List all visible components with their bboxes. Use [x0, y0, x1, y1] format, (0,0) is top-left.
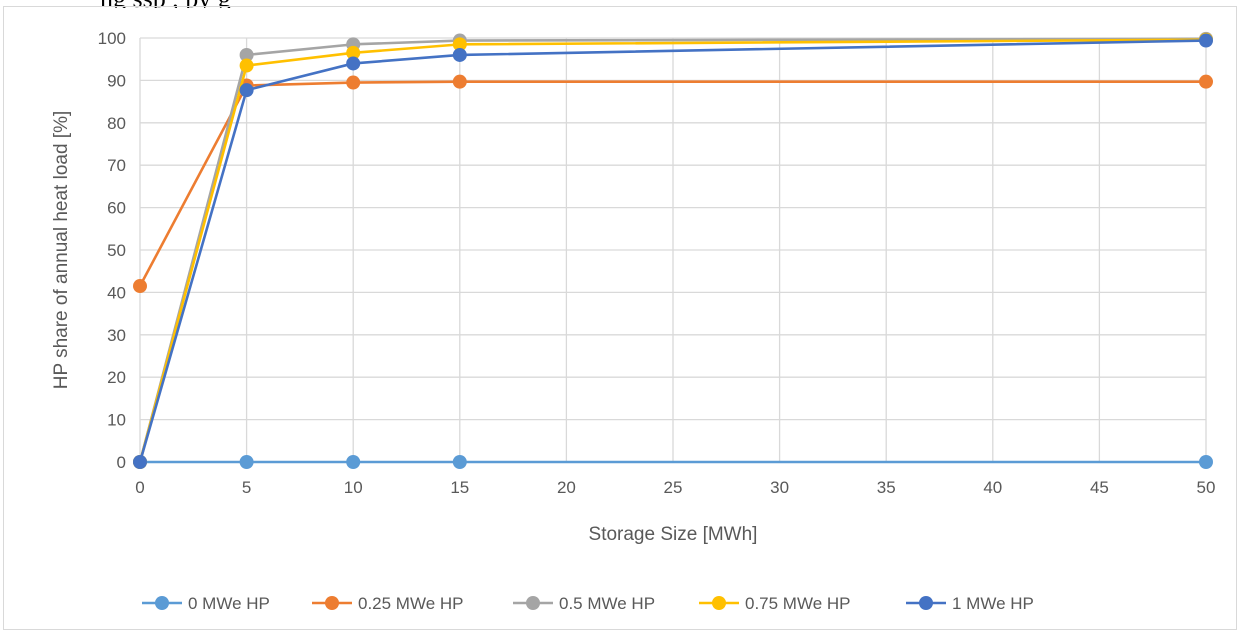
data-point: [1199, 74, 1213, 89]
data-point: [239, 58, 254, 73]
data-point: [452, 455, 467, 469]
legend-label: 0 MWe HP: [188, 594, 270, 613]
data-point: [1199, 455, 1213, 469]
y-tick-label: 50: [107, 241, 126, 260]
x-tick-label: 20: [557, 478, 576, 497]
gridlines: [139, 37, 1207, 463]
x-axis-title: Storage Size [MWh]: [589, 524, 758, 545]
y-tick-label: 10: [107, 411, 126, 430]
series-lines: [133, 31, 1213, 469]
data-point: [452, 47, 467, 62]
legend-marker: [155, 596, 169, 610]
y-tick-label: 30: [107, 326, 126, 345]
series-4: [133, 33, 1213, 469]
y-tick-label: 0: [117, 453, 126, 472]
y-tick-label: 20: [107, 368, 126, 387]
y-axis-title: HP share of annual heat load [%]: [51, 111, 72, 390]
data-point: [1199, 33, 1213, 48]
series-1: [133, 74, 1213, 294]
legend-marker: [919, 596, 933, 610]
legend-marker: [526, 596, 540, 610]
x-tick-label: 30: [770, 478, 789, 497]
y-tick-label: 80: [107, 114, 126, 133]
x-tick-label: 0: [135, 478, 144, 497]
tick-labels: 0 10 20 30 40 50 60 70 80 90 100 0 5 10 15 20 25 30 35 40 45…: [98, 29, 1216, 497]
legend: 0 MWe HP 0.25 MWe HP 0.5 MWe HP 0.75 MWe HP…: [142, 594, 1034, 613]
legend-item: 0.75 MWe HP: [699, 594, 851, 613]
x-tick-label: 50: [1197, 478, 1216, 497]
x-tick-label: 35: [877, 478, 896, 497]
chart-area: [3, 6, 1237, 630]
data-point: [346, 75, 361, 90]
legend-item: 1 MWe HP: [906, 594, 1034, 613]
legend-label: 0.25 MWe HP: [358, 594, 464, 613]
data-point: [133, 455, 147, 469]
legend-item: 0.25 MWe HP: [312, 594, 464, 613]
legend-label: 1 MWe HP: [952, 594, 1034, 613]
x-tick-label: 5: [242, 478, 251, 497]
data-point: [452, 74, 467, 89]
legend-item: 0 MWe HP: [142, 594, 270, 613]
legend-label: 0.75 MWe HP: [745, 594, 851, 613]
legend-marker: [712, 596, 726, 610]
y-tick-label: 70: [107, 156, 126, 175]
legend-item: 0.5 MWe HP: [513, 594, 655, 613]
y-tick-label: 90: [107, 71, 126, 90]
y-tick-label: 60: [107, 199, 126, 218]
legend-marker: [325, 596, 339, 610]
y-tick-label: 100: [98, 29, 126, 48]
data-point: [346, 455, 361, 469]
x-tick-label: 10: [344, 478, 363, 497]
x-tick-label: 45: [1090, 478, 1109, 497]
data-point: [239, 83, 254, 98]
data-point: [239, 455, 254, 469]
x-tick-label: 15: [450, 478, 469, 497]
x-tick-label: 40: [983, 478, 1002, 497]
cut-off-caption: ng ssp , py g: [100, 0, 1200, 8]
data-point: [239, 47, 254, 62]
x-tick-label: 25: [664, 478, 683, 497]
legend-label: 0.5 MWe HP: [559, 594, 655, 613]
data-point: [452, 37, 467, 52]
data-point: [346, 56, 361, 71]
data-point: [133, 279, 147, 294]
data-point: [346, 45, 361, 60]
y-tick-label: 40: [107, 283, 126, 302]
